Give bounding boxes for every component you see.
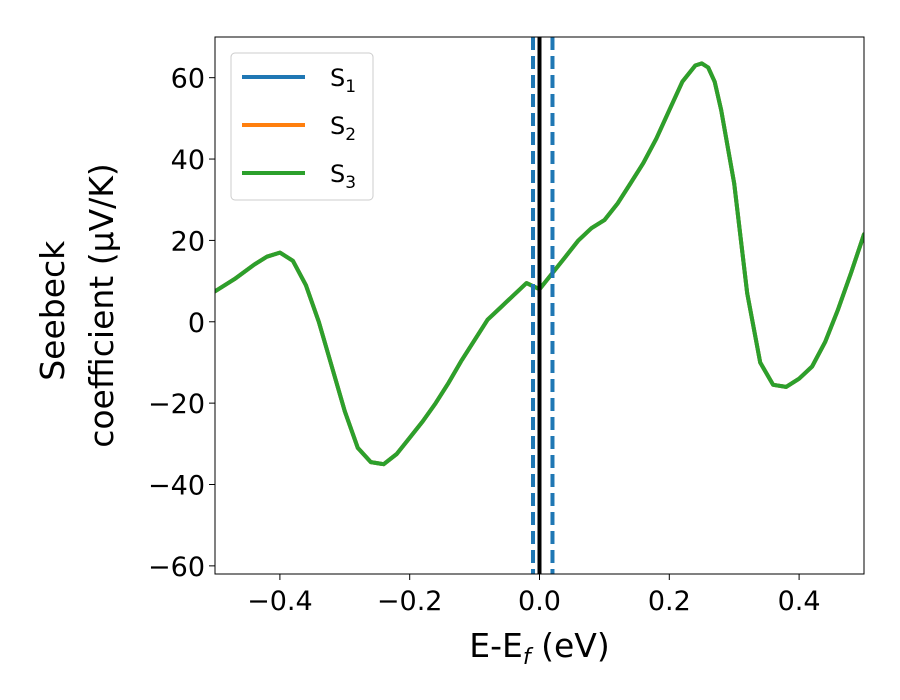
x-tick-label: 0.4	[778, 586, 821, 617]
y-tick-label: 40	[171, 145, 205, 176]
x-tick-label: 0.2	[648, 586, 691, 617]
x-tick-label: 0.0	[518, 586, 561, 617]
y-tick-label: −40	[148, 471, 205, 502]
legend: S1 S2 S3	[230, 52, 374, 201]
y-axis-label: Seebeck coefficient (μV/K)	[33, 163, 121, 448]
x-axis-label-base: E-E	[469, 626, 523, 665]
vertical-lines-layer	[531, 37, 555, 574]
y-tick-label: −20	[148, 389, 205, 420]
x-axis-label-sub: f	[523, 645, 534, 670]
y-axis-label-line1: Seebeck	[33, 240, 72, 381]
y-axis-label-line2: coefficient (μV/K)	[82, 163, 121, 448]
y-tick-label: 60	[171, 64, 205, 95]
series-line-s3	[215, 61, 864, 467]
legend-items: S1 S2 S3	[242, 64, 356, 193]
y-tick-label: −60	[148, 552, 205, 583]
x-tick-label: −0.2	[377, 586, 443, 617]
x-tick-label: −0.4	[247, 586, 313, 617]
legend-label-s2: S2	[330, 112, 356, 145]
legend-label-s3: S3	[330, 160, 356, 193]
series-layer	[215, 61, 864, 467]
x-axis-label: E-Ef (eV)	[469, 626, 609, 670]
y-tick-label: 20	[171, 226, 205, 257]
legend-label-s1: S1	[330, 64, 356, 97]
x-axis-label-rest: (eV)	[531, 626, 610, 665]
y-ticks: −60 −40 −20 0 20 40 60	[148, 64, 215, 583]
y-tick-label: 0	[188, 308, 205, 339]
x-ticks: −0.4 −0.2 0.0 0.2 0.4	[247, 574, 821, 617]
